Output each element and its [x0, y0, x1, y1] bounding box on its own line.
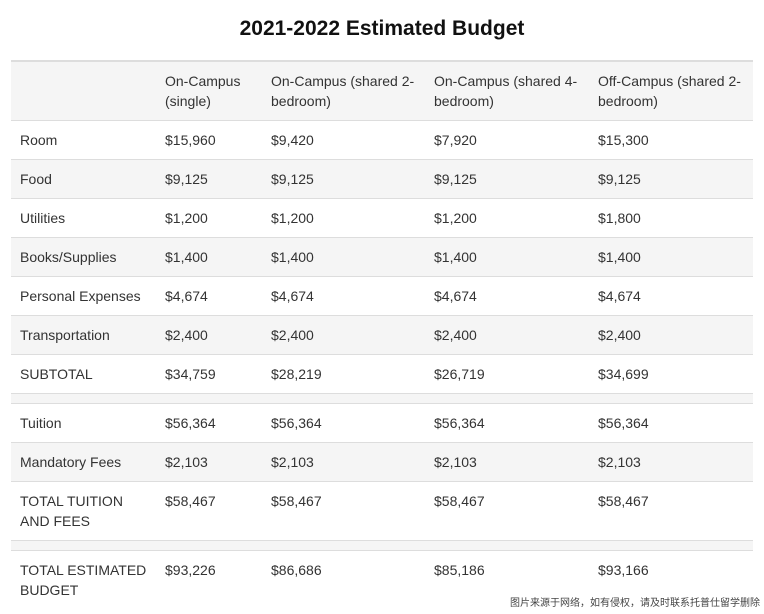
table-row: Personal Expenses $4,674 $4,674 $4,674 $… — [11, 276, 753, 316]
column-header-on-campus-shared-2-bedroom: On-Campus (shared 2-bedroom) — [262, 60, 425, 121]
table-row: Food $9,125 $9,125 $9,125 $9,125 — [11, 159, 753, 199]
table-cell: $58,467 — [156, 481, 262, 541]
table-cell: $1,400 — [589, 237, 753, 277]
table-cell: $2,400 — [425, 315, 589, 355]
table-cell: $1,200 — [425, 198, 589, 238]
table-cell: $9,125 — [262, 159, 425, 199]
table-cell: $2,103 — [425, 442, 589, 482]
table-cell: $56,364 — [156, 403, 262, 443]
table-cell: $1,200 — [156, 198, 262, 238]
spacer-cell — [11, 393, 156, 404]
table-cell: $7,920 — [425, 120, 589, 160]
table-row: Utilities $1,200 $1,200 $1,200 $1,800 — [11, 198, 753, 238]
table-cell: $2,400 — [156, 315, 262, 355]
spacer-cell — [425, 540, 589, 551]
table-spacer-row — [11, 393, 753, 404]
row-label: Food — [11, 159, 156, 199]
table-cell: $2,103 — [156, 442, 262, 482]
table-cell: $56,364 — [425, 403, 589, 443]
row-label: TOTAL TUITION AND FEES — [11, 481, 156, 541]
table-cell: $9,125 — [425, 159, 589, 199]
table-row-subtotal: SUBTOTAL $34,759 $28,219 $26,719 $34,699 — [11, 354, 753, 394]
table-cell: $28,219 — [262, 354, 425, 394]
table-cell: $34,699 — [589, 354, 753, 394]
row-label: Utilities — [11, 198, 156, 238]
table-cell: $9,420 — [262, 120, 425, 160]
spacer-cell — [425, 393, 589, 404]
table-row: Tuition $56,364 $56,364 $56,364 $56,364 — [11, 403, 753, 443]
table-cell: $1,400 — [425, 237, 589, 277]
row-label: SUBTOTAL — [11, 354, 156, 394]
table-cell: $56,364 — [589, 403, 753, 443]
table-cell: $1,200 — [262, 198, 425, 238]
table-cell: $58,467 — [589, 481, 753, 541]
table-cell: $4,674 — [156, 276, 262, 316]
row-label: Tuition — [11, 403, 156, 443]
row-label: TOTAL ESTIMATED BUDGET — [11, 550, 156, 609]
table-cell: $86,686 — [262, 550, 425, 609]
table-cell: $2,400 — [262, 315, 425, 355]
table-cell: $4,674 — [589, 276, 753, 316]
table-cell: $1,800 — [589, 198, 753, 238]
spacer-cell — [589, 393, 753, 404]
row-label: Room — [11, 120, 156, 160]
spacer-cell — [156, 540, 262, 551]
spacer-cell — [11, 540, 156, 551]
table-cell: $34,759 — [156, 354, 262, 394]
row-label: Transportation — [11, 315, 156, 355]
table-cell: $58,467 — [262, 481, 425, 541]
table-cell: $15,960 — [156, 120, 262, 160]
table-cell: $2,103 — [589, 442, 753, 482]
table-cell: $15,300 — [589, 120, 753, 160]
table-cell: $2,103 — [262, 442, 425, 482]
table-row: Room $15,960 $9,420 $7,920 $15,300 — [11, 120, 753, 160]
table-cell: $58,467 — [425, 481, 589, 541]
table-cell: $26,719 — [425, 354, 589, 394]
table-cell: $9,125 — [156, 159, 262, 199]
column-header-on-campus-shared-4-bedroom: On-Campus (shared 4-bedroom) — [425, 60, 589, 121]
table-cell: $1,400 — [156, 237, 262, 277]
spacer-cell — [262, 540, 425, 551]
table-cell: $93,226 — [156, 550, 262, 609]
column-header-category — [11, 60, 156, 121]
table-cell: $9,125 — [589, 159, 753, 199]
spacer-cell — [156, 393, 262, 404]
spacer-cell — [262, 393, 425, 404]
column-header-on-campus-single: On-Campus (single) — [156, 60, 262, 121]
table-row: Books/Supplies $1,400 $1,400 $1,400 $1,4… — [11, 237, 753, 277]
table-row: Transportation $2,400 $2,400 $2,400 $2,4… — [11, 315, 753, 355]
budget-table: On-Campus (single) On-Campus (shared 2-b… — [11, 60, 753, 609]
table-row: Mandatory Fees $2,103 $2,103 $2,103 $2,1… — [11, 442, 753, 482]
table-cell: $1,400 — [262, 237, 425, 277]
spacer-cell — [589, 540, 753, 551]
table-cell: $56,364 — [262, 403, 425, 443]
table-row-total-tuition-fees: TOTAL TUITION AND FEES $58,467 $58,467 $… — [11, 481, 753, 541]
column-header-off-campus-shared-2-bedroom: Off-Campus (shared 2-bedroom) — [589, 60, 753, 121]
row-label: Mandatory Fees — [11, 442, 156, 482]
table-header-row: On-Campus (single) On-Campus (shared 2-b… — [11, 60, 753, 121]
watermark-caption: 图片来源于网络，如有侵权，请及时联系托普仕留学删除 — [508, 598, 762, 610]
table-cell: $4,674 — [425, 276, 589, 316]
table-cell: $2,400 — [589, 315, 753, 355]
row-label: Personal Expenses — [11, 276, 156, 316]
row-label: Books/Supplies — [11, 237, 156, 277]
table-spacer-row — [11, 540, 753, 551]
table-cell: $4,674 — [262, 276, 425, 316]
page-title: 2021-2022 Estimated Budget — [239, 17, 525, 40]
